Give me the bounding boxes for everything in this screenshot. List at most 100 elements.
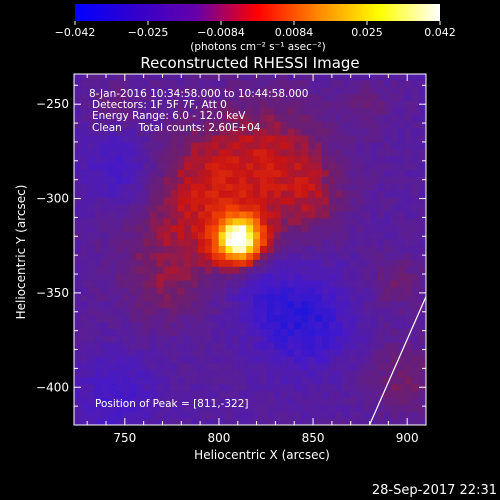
heatmap-cell [156,238,165,247]
heatmap-cell [149,314,158,322]
heatmap-cell [129,314,137,322]
heatmap-cell [342,252,351,260]
heatmap-cell [239,355,247,364]
heatmap-cell [198,197,206,205]
heatmap-cell [397,121,406,129]
heatmap-cell [377,245,385,253]
heatmap-cell [94,266,103,274]
heatmap-cell [363,355,371,364]
heatmap-cell [136,74,144,81]
heatmap-cell [191,190,199,198]
heatmap-cell [322,362,330,371]
heatmap-cell [377,121,385,129]
heatmap-cell [87,86,96,95]
heatmap-cell [184,86,192,95]
heatmap-cell [377,279,385,288]
heatmap-cell [198,210,206,219]
heatmap-cell [129,79,137,88]
heatmap-cell [253,252,261,260]
heatmap-cell [191,141,199,150]
heatmap-cell [94,231,103,240]
heatmap-cell [149,128,158,136]
heatmap-cell [342,114,351,122]
heatmap-cell [142,224,151,233]
heatmap-cell [315,300,323,309]
heatmap-cell [404,404,413,412]
heatmap-cell [211,245,220,253]
heatmap-cell [342,397,351,405]
heatmap-cell [377,252,385,260]
heatmap-cell [266,86,275,95]
heatmap-cell [335,121,344,129]
heatmap-cell [260,252,268,260]
heatmap-cell [411,279,420,288]
heatmap-cell [411,169,420,177]
heatmap-cell [273,307,282,316]
heatmap-cell [149,300,158,309]
heatmap-cell [204,279,213,288]
heatmap-cell [335,321,344,329]
heatmap-cell [273,224,282,233]
heatmap-cell [239,121,247,129]
heatmap-cell [198,176,206,184]
heatmap-cell [342,107,351,115]
heatmap-cell [328,279,337,288]
heatmap-cell [349,190,358,198]
heatmap-cell [191,259,199,267]
heatmap-cell [163,231,172,240]
heatmap-cell [363,321,371,329]
heatmap-cell [211,107,220,115]
heatmap-cell [101,307,110,316]
heatmap-cell [377,217,385,226]
heatmap-cell [356,293,364,302]
heatmap-cell [142,74,151,81]
heatmap-cell [163,342,172,350]
heatmap-cell [94,183,103,191]
heatmap-cell [136,300,144,309]
heatmap-cell [218,355,227,364]
heatmap-cell [239,114,247,122]
heatmap-cell [122,286,130,295]
heatmap-cell [204,369,213,378]
heatmap-cell [397,293,406,302]
heatmap-cell [232,369,240,378]
heatmap-cell [349,328,358,336]
heatmap-cell [156,107,165,115]
heatmap-cell [198,162,206,171]
heatmap-cell [287,390,296,398]
heatmap-cell [136,355,144,364]
plot-frame [73,73,427,426]
heatmap-cell [273,252,282,260]
heatmap-cell [308,245,316,253]
heatmap-cell [80,273,89,281]
heatmap-cell [129,107,137,115]
heatmap-cell [170,335,178,343]
heatmap-cell [260,259,268,267]
heatmap-cell [342,183,351,191]
heatmap-cell [80,335,89,343]
heatmap-cell [94,314,103,322]
heatmap-cell [74,190,82,198]
heatmap-cell [170,293,178,302]
heatmap-cell [142,162,151,171]
heatmap-cell [204,128,213,136]
heatmap-cell [246,286,254,295]
heatmap-cell [377,155,385,164]
heatmap-cell [115,307,123,316]
heatmap-cell [266,335,275,343]
heatmap-cell [260,411,268,419]
heatmap-cell [232,286,240,295]
heatmap-cell [404,169,413,177]
heatmap-cell [218,418,227,425]
heatmap-cell [377,183,385,191]
heatmap-cell [315,238,323,247]
heatmap-cell [94,279,103,288]
heatmap-cell [170,93,178,101]
heatmap-cell [349,404,358,412]
heatmap-cell [363,210,371,219]
heatmap-cell [115,148,123,157]
heatmap-cell [260,238,268,247]
heatmap-cell [342,100,351,108]
heatmap-cell [211,217,220,226]
heatmap-cell [232,328,240,336]
